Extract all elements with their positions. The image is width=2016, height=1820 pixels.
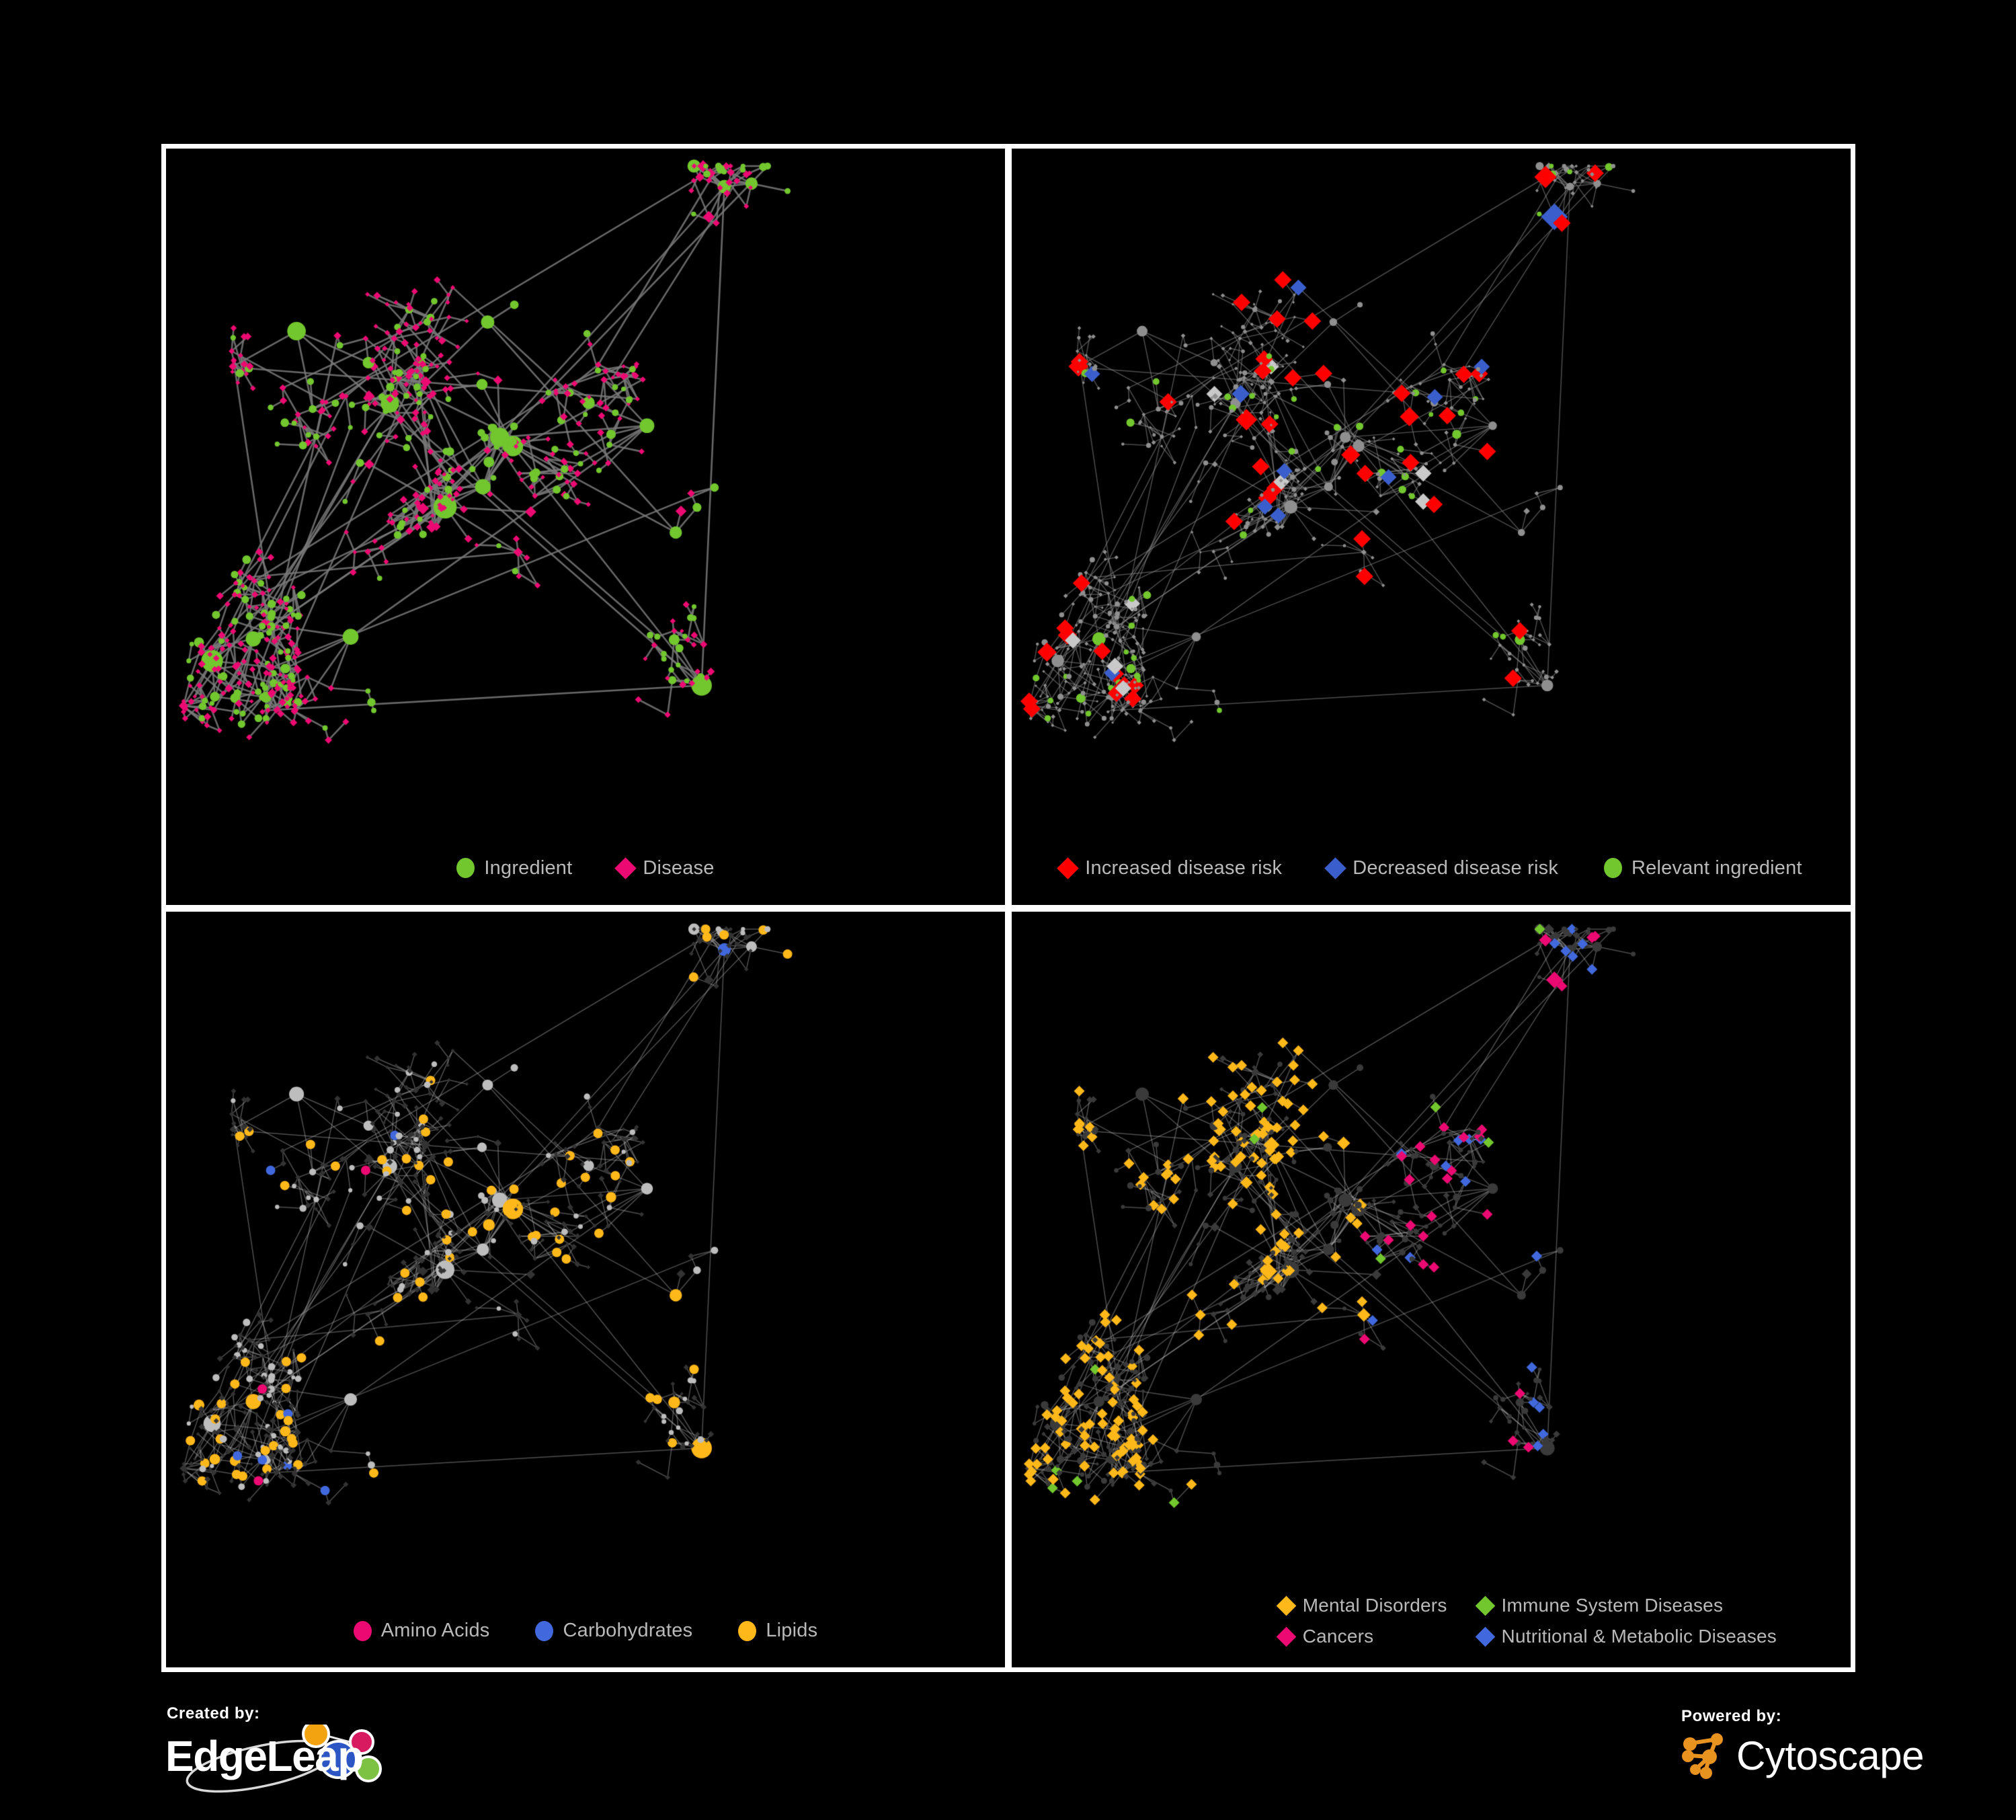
created-by-tagline: Created by: xyxy=(167,1704,260,1723)
edgeleap-logo: EdgeLeap xyxy=(160,1720,429,1798)
panel-disease-class[interactable]: Mental Disorders Immune System Diseases … xyxy=(1012,911,1851,1667)
network-canvas-nutrient-class[interactable] xyxy=(166,911,1005,1667)
cytoscape-logo-icon xyxy=(1682,1733,1723,1779)
edgeleap-logo-svg xyxy=(186,1720,382,1793)
panel-grid: Ingredient Disease Increased disease ris… xyxy=(161,144,1855,1672)
network-canvas-disease-risk[interactable] xyxy=(1012,149,1851,905)
powered-by-tagline: Powered by: xyxy=(1681,1707,1782,1725)
cytoscape-wordmark: Cytoscape xyxy=(1736,1733,1924,1778)
cytoscape-logo: Cytoscape xyxy=(1679,1730,1968,1781)
edgeleap-node-blue xyxy=(319,1740,358,1779)
panel-nutrient-class[interactable]: Amino Acids Carbohydrates Lipids xyxy=(166,911,1005,1667)
panel-ingredient-disease[interactable]: Ingredient Disease xyxy=(166,149,1005,905)
edgeleap-node-green xyxy=(355,1755,382,1782)
network-canvas-disease-class[interactable] xyxy=(1012,911,1851,1667)
figure-footer: Created by: EdgeLeap Powered by: xyxy=(0,1677,2016,1820)
created-by-branding: Created by: EdgeLeap xyxy=(160,1704,442,1805)
edgeleap-node-pink xyxy=(349,1729,374,1755)
network-canvas-ingredient-disease[interactable] xyxy=(166,149,1005,905)
powered-by-branding: Powered by: xyxy=(1679,1707,1968,1801)
edgeleap-wordmark: EdgeLeap xyxy=(165,1732,364,1780)
panel-disease-risk[interactable]: Increased disease risk Decreased disease… xyxy=(1012,149,1851,905)
